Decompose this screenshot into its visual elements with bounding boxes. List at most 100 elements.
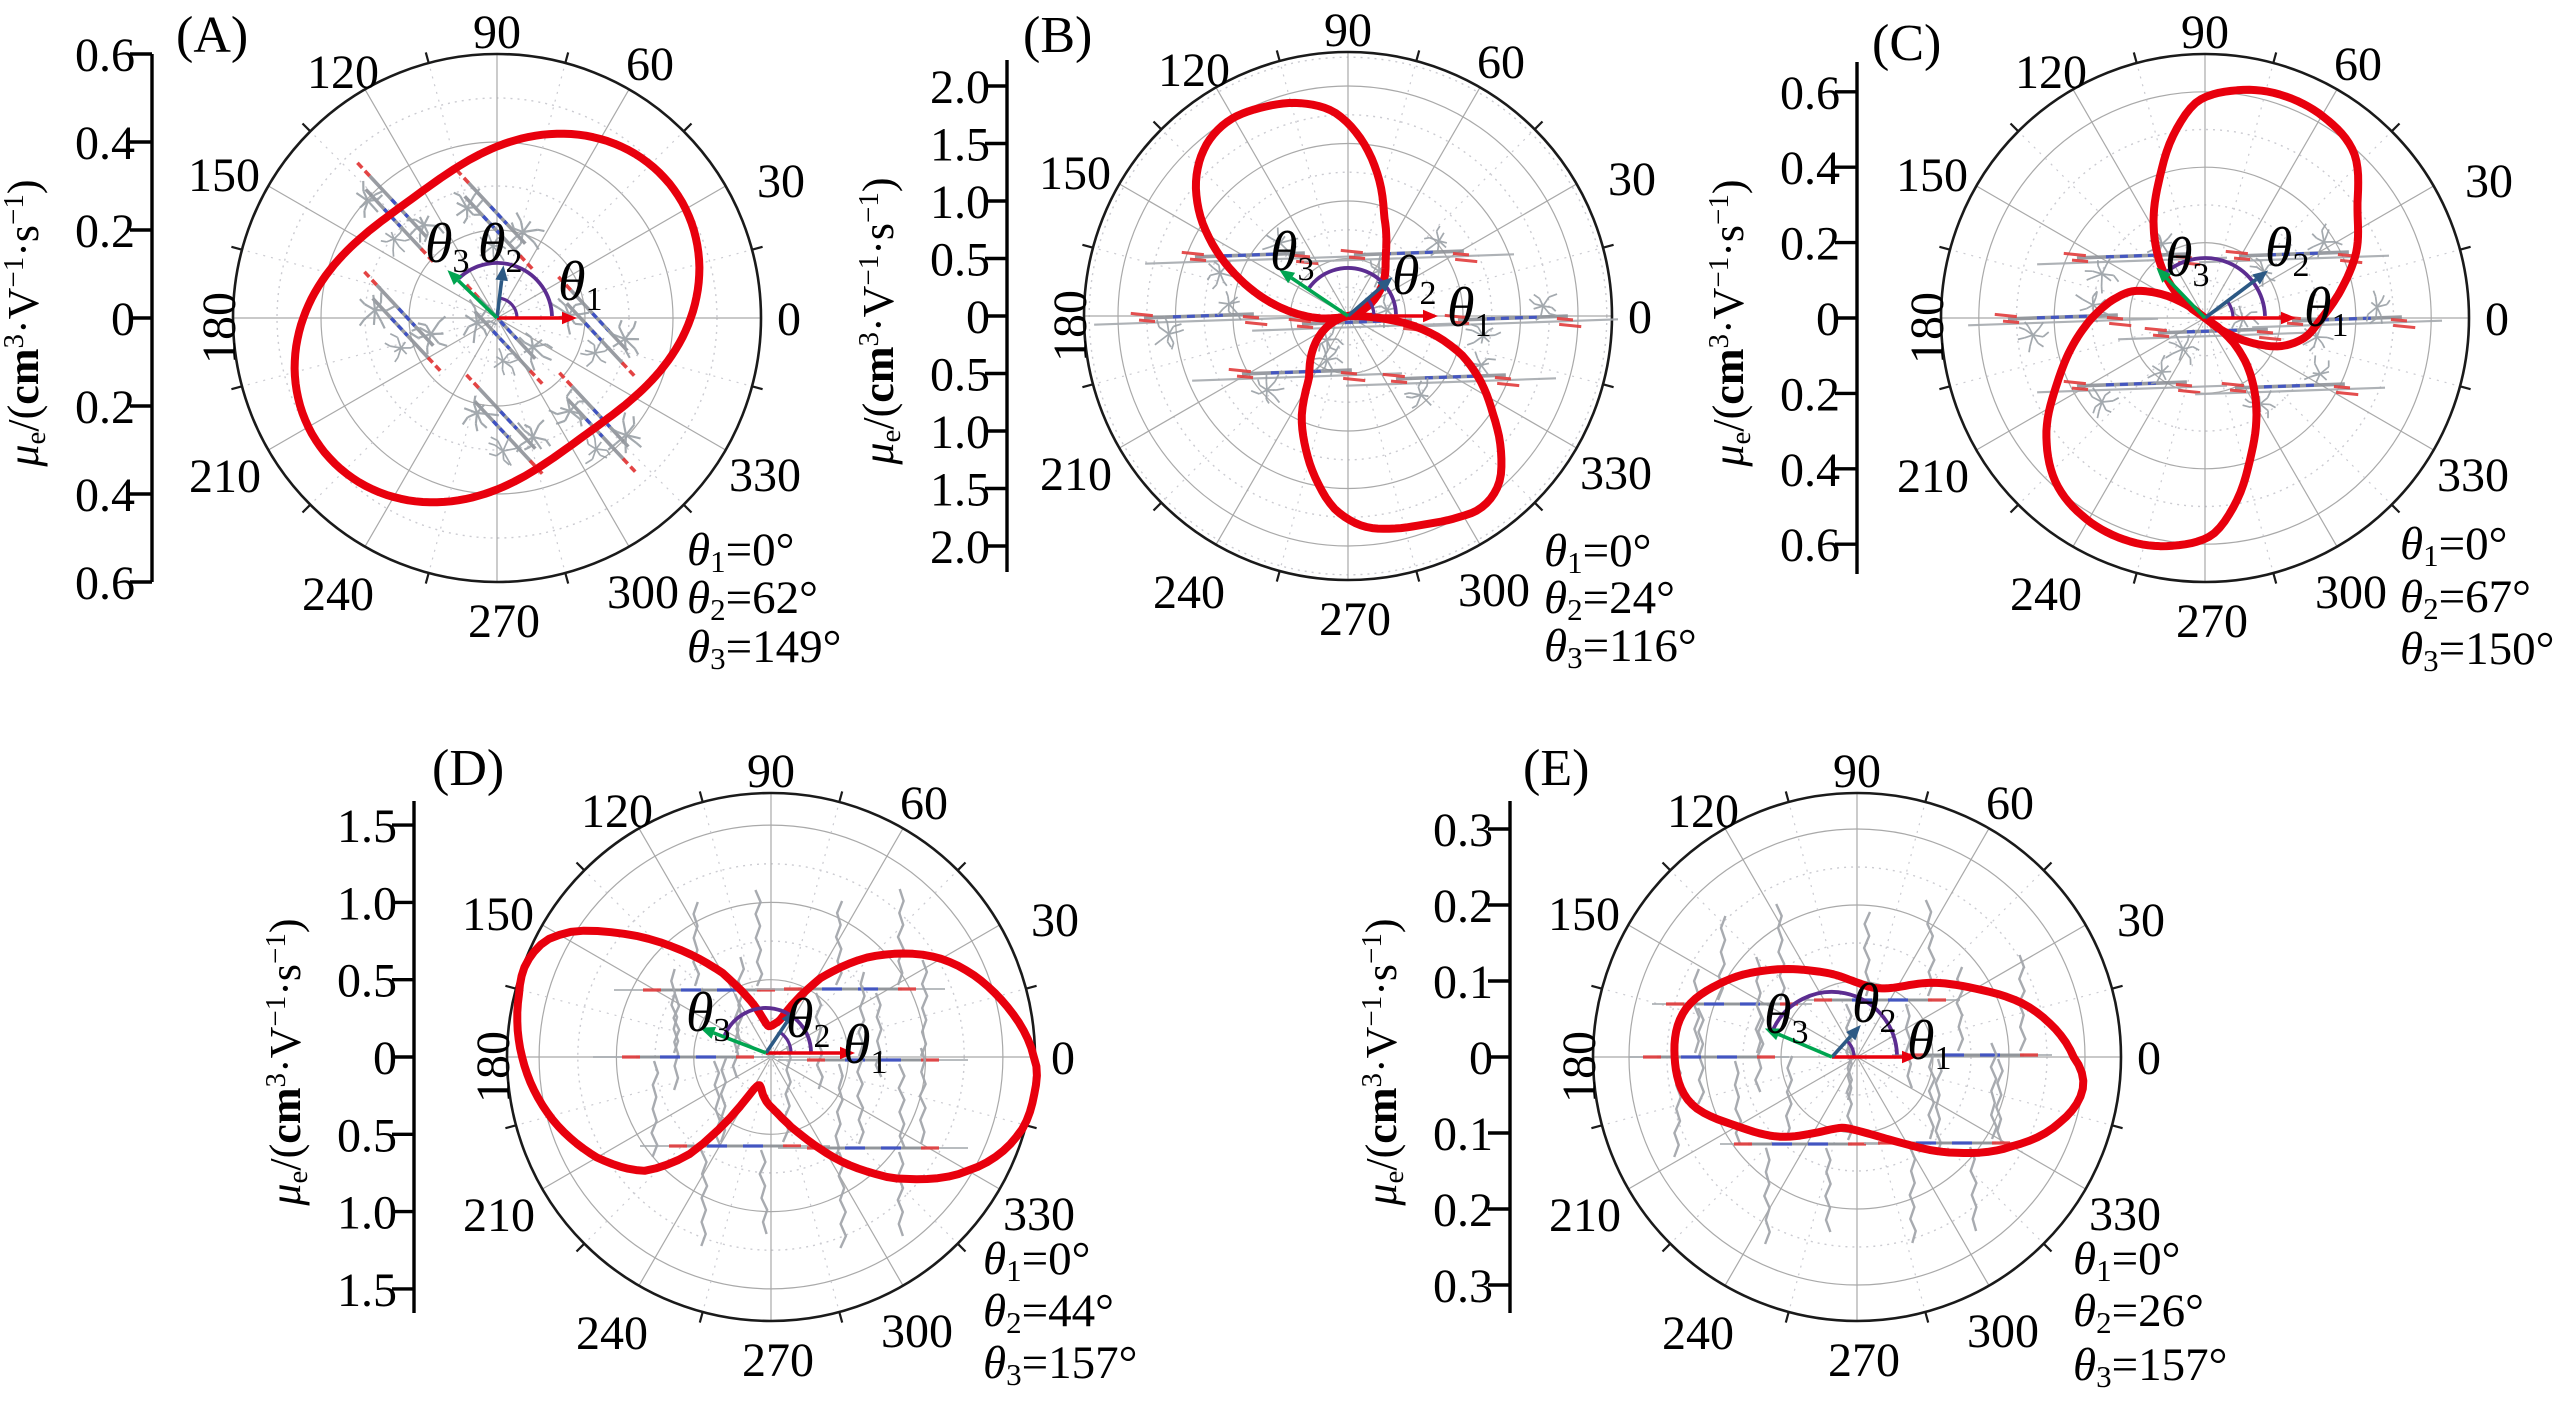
svg-text:0.2: 0.2 xyxy=(75,381,135,434)
svg-text:μe/(cm3·V−1·s−1): μe/(cm3·V−1·s−1) xyxy=(1703,179,1757,467)
svg-text:θ1: θ1 xyxy=(558,251,603,318)
svg-text:120: 120 xyxy=(307,46,379,99)
svg-text:θ2=24°: θ2=24° xyxy=(1544,572,1675,627)
svg-text:0.6: 0.6 xyxy=(1780,519,1840,572)
svg-text:90: 90 xyxy=(473,6,521,59)
svg-text:μe/(cm3·V−1·s−1): μe/(cm3·V−1·s−1) xyxy=(853,177,907,465)
svg-text:θ1=0°: θ1=0° xyxy=(2400,518,2507,573)
svg-text:240: 240 xyxy=(2010,568,2082,621)
svg-text:θ3=157°: θ3=157° xyxy=(2073,1339,2227,1394)
svg-text:0: 0 xyxy=(1469,1032,1493,1085)
svg-text:210: 210 xyxy=(1549,1189,1621,1242)
svg-text:1.0: 1.0 xyxy=(337,1187,397,1240)
svg-text:270: 270 xyxy=(2176,595,2248,648)
svg-text:150: 150 xyxy=(188,149,260,202)
svg-text:240: 240 xyxy=(1662,1307,1734,1360)
svg-text:0.2: 0.2 xyxy=(1433,1184,1493,1237)
svg-text:180: 180 xyxy=(467,1031,520,1103)
svg-text:0.6: 0.6 xyxy=(1780,67,1840,120)
svg-text:300: 300 xyxy=(2315,566,2387,619)
svg-text:300: 300 xyxy=(607,566,679,619)
svg-text:0.2: 0.2 xyxy=(1780,368,1840,421)
svg-text:(D): (D) xyxy=(432,740,504,797)
svg-text:1.0: 1.0 xyxy=(930,406,990,459)
svg-text:270: 270 xyxy=(1319,593,1391,646)
svg-text:330: 330 xyxy=(1580,447,1652,500)
svg-text:1.5: 1.5 xyxy=(930,119,990,172)
svg-text:60: 60 xyxy=(1986,777,2034,830)
svg-text:θ3=150°: θ3=150° xyxy=(2400,623,2554,678)
svg-text:270: 270 xyxy=(1828,1334,1900,1387)
svg-text:0.1: 0.1 xyxy=(1433,956,1493,1009)
svg-text:120: 120 xyxy=(2015,46,2087,99)
svg-text:270: 270 xyxy=(742,1334,814,1387)
svg-text:1.0: 1.0 xyxy=(337,877,397,930)
svg-text:0.4: 0.4 xyxy=(75,469,135,522)
svg-text:0: 0 xyxy=(2137,1032,2161,1085)
svg-text:1.0: 1.0 xyxy=(930,176,990,229)
svg-text:0: 0 xyxy=(777,293,801,346)
svg-text:θ3=116°: θ3=116° xyxy=(1544,620,1697,675)
svg-text:90: 90 xyxy=(747,745,795,798)
svg-text:150: 150 xyxy=(462,888,534,941)
svg-text:μe/(cm3·V−1·s−1): μe/(cm3·V−1·s−1) xyxy=(260,918,314,1206)
svg-text:90: 90 xyxy=(2181,6,2229,59)
svg-text:θ3=149°: θ3=149° xyxy=(687,621,841,676)
svg-text:θ2=67°: θ2=67° xyxy=(2400,571,2531,626)
svg-text:θ2=62°: θ2=62° xyxy=(687,572,818,627)
svg-text:(C): (C) xyxy=(1872,15,1941,72)
svg-text:300: 300 xyxy=(881,1305,953,1358)
svg-text:30: 30 xyxy=(1608,153,1656,206)
svg-text:0.2: 0.2 xyxy=(75,205,135,258)
svg-text:180: 180 xyxy=(1044,290,1097,362)
svg-text:θ1=0°: θ1=0° xyxy=(687,524,794,579)
svg-text:90: 90 xyxy=(1324,4,1372,57)
svg-text:(B): (B) xyxy=(1023,7,1092,64)
svg-text:210: 210 xyxy=(1040,448,1112,501)
svg-text:0.5: 0.5 xyxy=(337,955,397,1008)
svg-text:180: 180 xyxy=(1901,292,1954,364)
svg-text:0.6: 0.6 xyxy=(75,29,135,82)
svg-text:30: 30 xyxy=(2117,894,2165,947)
svg-text:120: 120 xyxy=(581,785,653,838)
svg-text:0: 0 xyxy=(111,293,135,346)
svg-text:μe/(cm3·V−1·s−1): μe/(cm3·V−1·s−1) xyxy=(1356,918,1410,1206)
svg-text:0: 0 xyxy=(966,291,990,344)
svg-text:210: 210 xyxy=(463,1189,535,1242)
svg-text:0.2: 0.2 xyxy=(1433,880,1493,933)
svg-text:300: 300 xyxy=(1458,564,1530,617)
svg-text:330: 330 xyxy=(729,449,801,502)
svg-text:150: 150 xyxy=(1039,147,1111,200)
svg-text:θ1=0°: θ1=0° xyxy=(1544,525,1651,580)
svg-text:210: 210 xyxy=(189,450,261,503)
svg-text:θ1: θ1 xyxy=(2304,277,2349,344)
svg-text:30: 30 xyxy=(2465,155,2513,208)
svg-text:2.0: 2.0 xyxy=(930,61,990,114)
svg-text:1.5: 1.5 xyxy=(337,800,397,853)
svg-text:0.5: 0.5 xyxy=(930,234,990,287)
svg-text:θ3=157°: θ3=157° xyxy=(983,1337,1137,1392)
svg-text:60: 60 xyxy=(2334,38,2382,91)
svg-text:210: 210 xyxy=(1897,450,1969,503)
svg-text:180: 180 xyxy=(193,292,246,364)
svg-text:θ1=0°: θ1=0° xyxy=(2073,1233,2180,1288)
svg-text:330: 330 xyxy=(2437,449,2509,502)
svg-text:0.4: 0.4 xyxy=(75,117,135,170)
svg-text:0: 0 xyxy=(1816,293,1840,346)
svg-text:0.6: 0.6 xyxy=(75,557,135,610)
svg-text:θ2=26°: θ2=26° xyxy=(2073,1285,2204,1340)
svg-text:330: 330 xyxy=(2089,1188,2161,1241)
svg-text:0: 0 xyxy=(1628,291,1652,344)
svg-text:0.2: 0.2 xyxy=(1780,218,1840,271)
svg-text:330: 330 xyxy=(1003,1188,1075,1241)
svg-text:0.4: 0.4 xyxy=(1780,142,1840,195)
svg-text:0.3: 0.3 xyxy=(1433,804,1493,857)
svg-text:30: 30 xyxy=(1031,894,1079,947)
svg-text:150: 150 xyxy=(1548,888,1620,941)
svg-text:(A): (A) xyxy=(176,7,248,64)
svg-text:θ1=0°: θ1=0° xyxy=(983,1233,1090,1288)
svg-text:0.1: 0.1 xyxy=(1433,1108,1493,1161)
svg-text:0: 0 xyxy=(373,1032,397,1085)
svg-text:180: 180 xyxy=(1553,1031,1606,1103)
svg-text:0.5: 0.5 xyxy=(930,349,990,402)
